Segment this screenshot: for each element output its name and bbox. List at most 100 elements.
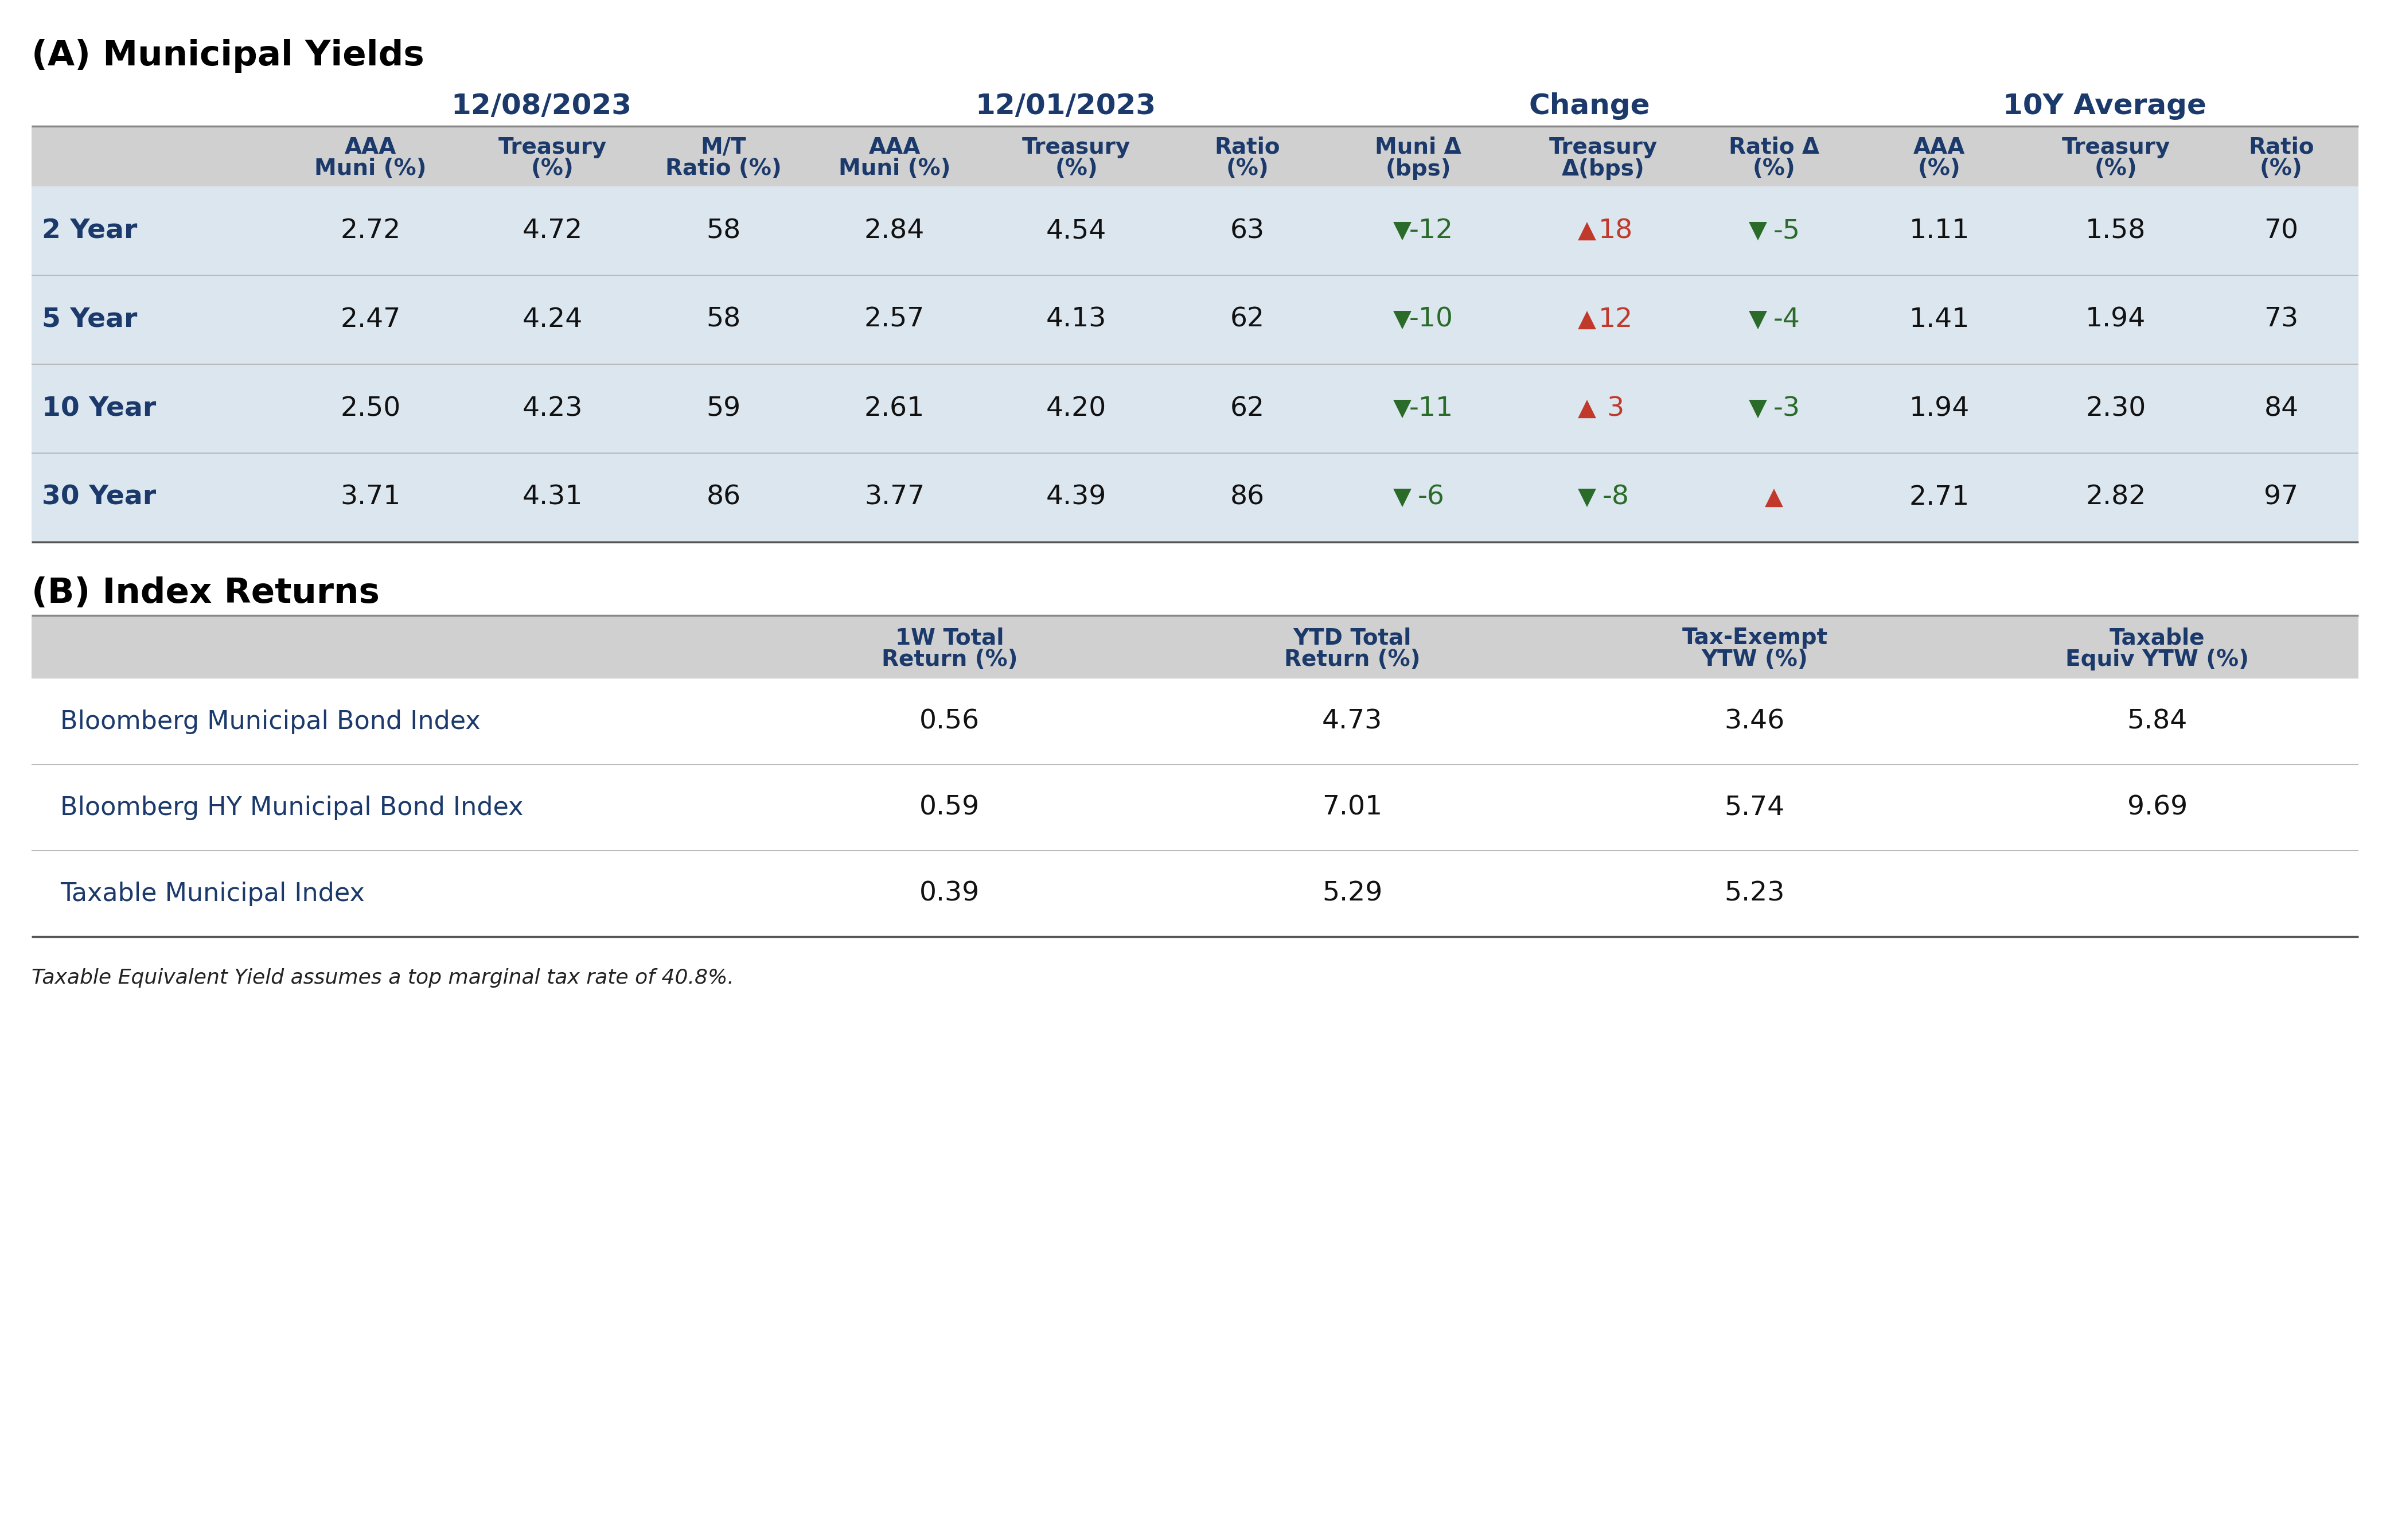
Text: 63: 63 — [1231, 219, 1264, 243]
Text: 2.71: 2.71 — [1910, 485, 1969, 510]
Text: Bloomberg HY Municipal Bond Index: Bloomberg HY Municipal Bond Index — [60, 795, 523, 819]
Text: 4.31: 4.31 — [523, 485, 583, 510]
Text: (%): (%) — [1752, 159, 1795, 180]
Text: 5.23: 5.23 — [1726, 881, 1785, 907]
Text: 2 Year: 2 Year — [43, 219, 136, 243]
Text: (A) Municipal Yields: (A) Municipal Yields — [31, 38, 425, 72]
Text: 3.71: 3.71 — [339, 485, 402, 510]
Text: 9.69: 9.69 — [2127, 795, 2187, 821]
Text: 2.30: 2.30 — [2086, 396, 2146, 422]
Text: Treasury: Treasury — [2063, 136, 2170, 159]
Text: 73: 73 — [2263, 306, 2299, 333]
Text: ▼: ▼ — [1393, 397, 1412, 420]
Text: ▼: ▼ — [1749, 397, 1766, 420]
Text: 1.41: 1.41 — [1910, 306, 1969, 333]
Text: ▼: ▼ — [1393, 219, 1412, 243]
Text: 5.29: 5.29 — [1322, 881, 1381, 907]
Text: -4: -4 — [1773, 306, 1800, 333]
Text: Taxable: Taxable — [2110, 627, 2206, 648]
Text: 86: 86 — [707, 485, 741, 510]
Text: 2.47: 2.47 — [339, 306, 402, 333]
Text: 5.84: 5.84 — [2127, 708, 2187, 735]
Text: AAA: AAA — [868, 136, 920, 159]
Text: 4.20: 4.20 — [1047, 396, 1107, 422]
Text: M/T: M/T — [700, 136, 746, 159]
Text: 2.57: 2.57 — [865, 306, 925, 333]
Text: 4.72: 4.72 — [523, 219, 583, 243]
Text: 84: 84 — [2263, 396, 2299, 422]
Text: 86: 86 — [1231, 485, 1264, 510]
Text: 12/01/2023: 12/01/2023 — [975, 92, 1157, 120]
Bar — [31, 276, 2359, 363]
Text: Muni (%): Muni (%) — [315, 159, 428, 180]
Text: 97: 97 — [2263, 485, 2299, 510]
Text: ▼: ▼ — [1749, 219, 1766, 243]
Text: 0.56: 0.56 — [920, 708, 980, 735]
Text: (%): (%) — [531, 159, 574, 180]
Text: 70: 70 — [2263, 219, 2299, 243]
Text: Muni Δ: Muni Δ — [1374, 136, 1463, 159]
Text: 18: 18 — [1599, 219, 1632, 243]
Text: -6: -6 — [1417, 485, 1444, 510]
Text: Ratio (%): Ratio (%) — [664, 159, 782, 180]
Text: ▼: ▼ — [1749, 308, 1766, 331]
Text: ▲: ▲ — [1577, 219, 1597, 243]
Text: 1.94: 1.94 — [1910, 396, 1969, 422]
Bar — [31, 679, 2359, 764]
Text: 2.72: 2.72 — [339, 219, 402, 243]
Text: (bps): (bps) — [1386, 159, 1451, 180]
Text: 3: 3 — [1606, 396, 1625, 422]
Text: 59: 59 — [707, 396, 741, 422]
Text: Return (%): Return (%) — [882, 648, 1018, 670]
Text: ▲: ▲ — [1577, 308, 1597, 331]
Text: Δ(bps): Δ(bps) — [1561, 159, 1644, 180]
Text: 1.58: 1.58 — [2086, 219, 2146, 243]
Text: Treasury: Treasury — [1549, 136, 1656, 159]
Text: ▼: ▼ — [1577, 485, 1597, 510]
Bar — [31, 126, 2359, 186]
Text: 4.39: 4.39 — [1047, 485, 1107, 510]
Text: 7.01: 7.01 — [1322, 795, 1381, 821]
Text: (B) Index Returns: (B) Index Returns — [31, 576, 380, 610]
Text: Tax-Exempt: Tax-Exempt — [1683, 627, 1828, 648]
Text: -3: -3 — [1773, 396, 1800, 422]
Text: AAA: AAA — [344, 136, 397, 159]
Text: 0.59: 0.59 — [920, 795, 980, 821]
Text: Taxable Municipal Index: Taxable Municipal Index — [60, 881, 366, 906]
Bar — [31, 186, 2359, 276]
Text: YTD Total: YTD Total — [1293, 627, 1412, 648]
Text: 2.84: 2.84 — [865, 219, 925, 243]
Text: 2.61: 2.61 — [865, 396, 925, 422]
Text: 10Y Average: 10Y Average — [2003, 92, 2206, 120]
Text: -11: -11 — [1408, 396, 1453, 422]
Bar — [31, 616, 2359, 679]
Text: 4.13: 4.13 — [1047, 306, 1107, 333]
Text: Muni (%): Muni (%) — [839, 159, 951, 180]
Text: -5: -5 — [1773, 219, 1800, 243]
Text: 0.39: 0.39 — [920, 881, 980, 907]
Text: ▲: ▲ — [1764, 485, 1783, 510]
Text: 30 Year: 30 Year — [43, 485, 155, 510]
Text: Treasury: Treasury — [500, 136, 607, 159]
Text: YTW (%): YTW (%) — [1702, 648, 1807, 670]
Text: 2.50: 2.50 — [339, 396, 402, 422]
Text: Taxable Equivalent Yield assumes a top marginal tax rate of 40.8%.: Taxable Equivalent Yield assumes a top m… — [31, 969, 734, 987]
Text: 1.11: 1.11 — [1910, 219, 1969, 243]
Text: Return (%): Return (%) — [1283, 648, 1420, 670]
Text: 4.73: 4.73 — [1322, 708, 1381, 735]
Text: 4.54: 4.54 — [1047, 219, 1107, 243]
Text: 5.74: 5.74 — [1726, 795, 1785, 821]
Text: 1W Total: 1W Total — [896, 627, 1004, 648]
Bar — [31, 363, 2359, 453]
Text: 1.94: 1.94 — [2086, 306, 2146, 333]
Text: 62: 62 — [1231, 396, 1264, 422]
Text: 58: 58 — [707, 306, 741, 333]
Text: (%): (%) — [2094, 159, 2137, 180]
Text: Equiv YTW (%): Equiv YTW (%) — [2065, 648, 2249, 670]
Text: Ratio Δ: Ratio Δ — [1728, 136, 1819, 159]
Text: (%): (%) — [1226, 159, 1269, 180]
Bar — [31, 850, 2359, 936]
Text: Ratio: Ratio — [1214, 136, 1281, 159]
Text: 4.23: 4.23 — [523, 396, 583, 422]
Text: Bloomberg Municipal Bond Index: Bloomberg Municipal Bond Index — [60, 710, 480, 735]
